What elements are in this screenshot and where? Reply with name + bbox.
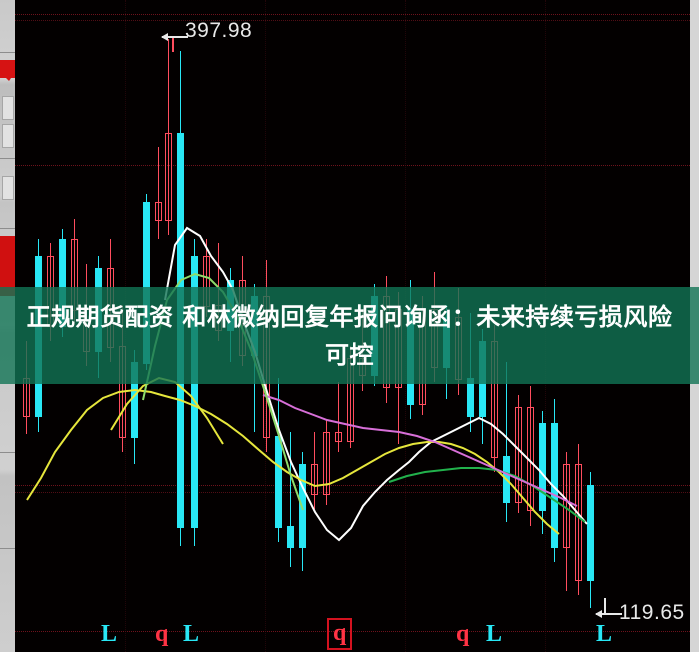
candle-body — [335, 431, 342, 442]
candle-body — [587, 484, 594, 581]
candle-body — [539, 423, 546, 512]
gridline-y-398b — [15, 20, 690, 21]
low-arrow — [595, 610, 622, 618]
gridline-y-300 — [15, 165, 690, 166]
sidebar-divider — [0, 158, 15, 159]
signal-marker-q: q — [456, 621, 470, 647]
gridline-y-398 — [15, 14, 690, 15]
low-tick — [604, 598, 606, 614]
candle-body — [23, 378, 30, 418]
sidebar-alert-marker — [0, 60, 15, 81]
sidebar-divider — [0, 52, 15, 53]
candle-body — [311, 464, 318, 495]
signal-marker-q: q — [155, 621, 169, 647]
news-banner[interactable]: 正规期货配资 和林微纳回复年报问询函：未来持续亏损风险可控 — [0, 287, 699, 384]
low-price-label: 119.65 — [619, 601, 685, 624]
high-arrow — [161, 33, 188, 41]
ma-white-line — [164, 226, 588, 542]
signal-marker-L: L — [183, 621, 200, 647]
signal-marker-q: q — [327, 618, 353, 650]
candle-wick — [26, 341, 27, 434]
candle-body — [515, 406, 522, 504]
signal-marker-L: L — [486, 621, 503, 647]
high-price-label: 397.98 — [185, 19, 253, 42]
candle-body — [155, 202, 162, 221]
candle-body — [287, 525, 294, 549]
signal-marker-L: L — [101, 621, 118, 647]
candle-wick — [74, 218, 75, 326]
sidebar-divider — [0, 548, 15, 549]
ma-yellow-line-upper — [110, 376, 224, 445]
candle-body — [165, 132, 172, 221]
candle-body — [503, 456, 510, 504]
sidebar-divider — [0, 228, 15, 229]
signal-marker-L: L — [596, 621, 613, 647]
candle-wick — [168, 38, 169, 236]
news-banner-text: 正规期货配资 和林微纳回复年报问询函：未来持续亏损风险可控 — [26, 302, 673, 369]
candle-body — [563, 464, 570, 549]
sidebar-chip[interactable] — [2, 124, 14, 148]
candle-body — [323, 431, 330, 495]
candle-body — [551, 423, 558, 549]
sidebar-divider — [0, 452, 15, 453]
candle-wick — [158, 147, 159, 240]
candle-body — [575, 464, 582, 581]
sidebar-chip[interactable] — [2, 96, 14, 120]
candle-body — [299, 464, 306, 549]
gridline-y-120 — [15, 631, 690, 632]
sidebar-red-block — [0, 236, 15, 296]
candle-body — [467, 378, 474, 418]
high-tick — [172, 36, 174, 52]
candle-body — [275, 435, 282, 528]
sidebar-chip[interactable] — [2, 176, 14, 200]
candle-body — [527, 406, 534, 512]
